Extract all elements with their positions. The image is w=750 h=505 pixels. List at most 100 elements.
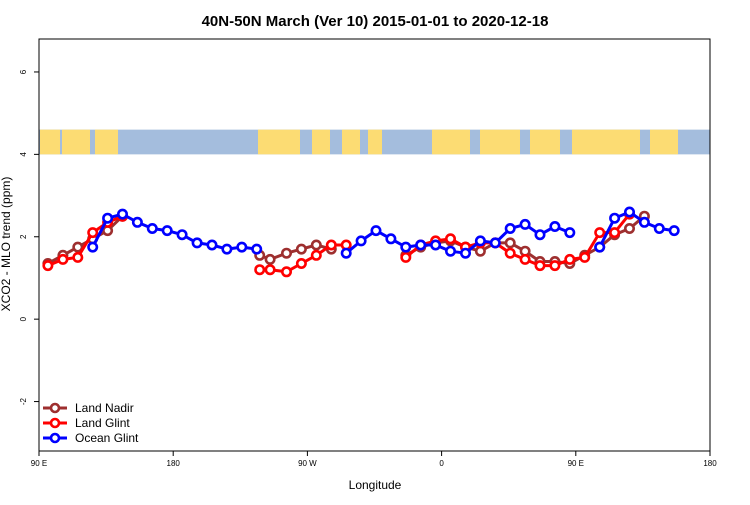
series-2-point-2-3 [638, 216, 650, 228]
series-2-point-0-8 [206, 239, 218, 251]
series-2-point-0-6 [176, 229, 188, 241]
series-2-point-1-5 [415, 239, 427, 251]
series-0-point-1-2 [280, 247, 292, 259]
series-1-point-1-4 [310, 249, 322, 261]
series-2-point-1-15 [564, 227, 576, 239]
series-2-point-0-11 [251, 243, 263, 255]
x-tick-label-1: 180 [167, 459, 181, 468]
series-1-point-2-8 [519, 253, 531, 265]
series-2-point-0-2 [117, 208, 129, 220]
series-1-point-2-12 [579, 251, 591, 263]
y-tick-label-2: 2 [19, 234, 28, 239]
series-1-point-1-3 [295, 257, 307, 269]
series-0-point-0-2 [72, 241, 84, 253]
map-land-10 [572, 129, 640, 155]
y-axis-label: XCO2 - MLO trend (ppm) [0, 177, 13, 312]
series-1-point-2-14 [609, 227, 621, 239]
series-2-point-0-3 [131, 216, 143, 228]
map-land-11 [650, 129, 678, 155]
x-axis-ticks: 90 E 180 90 W 0 90 E 180 [31, 451, 717, 468]
legend-label-2: Ocean Glint [75, 431, 139, 445]
series-0-point-2-7 [504, 237, 516, 249]
map-land-8 [480, 129, 520, 155]
series-2-point-1-13 [534, 229, 546, 241]
map-land-0 [40, 129, 60, 155]
x-tick-label-3: 0 [439, 459, 444, 468]
series-2-point-2-5 [668, 225, 680, 237]
series-1-point-0-2 [72, 251, 84, 263]
map-land-2 [95, 129, 118, 155]
series-1-point-1-1 [264, 264, 276, 276]
series-1-point-1-0 [254, 264, 266, 276]
series-2-point-1-14 [549, 221, 561, 233]
legend-label-1: Land Glint [75, 416, 130, 430]
series-2-point-1-2 [370, 225, 382, 237]
series-2-point-1-12 [519, 218, 531, 230]
map-land-5 [342, 129, 360, 155]
series-2-point-1-7 [444, 245, 456, 257]
series-1-point-2-0 [400, 251, 412, 263]
series-2-point-1-8 [459, 247, 471, 259]
series-2-point-0-5 [161, 225, 173, 237]
x-tick-label-5: 180 [703, 459, 717, 468]
y-tick-label-0: -2 [19, 397, 28, 405]
map-land-4 [312, 129, 330, 155]
series-2-point-1-3 [385, 233, 397, 245]
series-2-point-1-9 [474, 235, 486, 247]
series-0-point-1-3 [295, 243, 307, 255]
x-tick-label-4: 90 E [568, 459, 584, 468]
series-2-point-0-9 [221, 243, 233, 255]
y-tick-label-3: 4 [19, 152, 28, 157]
series-2-point-2-0 [594, 241, 606, 253]
series-1-point-0-0 [42, 260, 54, 272]
series-2-point-2-4 [653, 223, 665, 235]
series-1-point-2-10 [549, 260, 561, 272]
series-1-point-2-11 [564, 253, 576, 265]
series-1-point-2-9 [534, 260, 546, 272]
y-tick-label-4: 6 [19, 69, 28, 74]
series-1-point-0-1 [57, 253, 69, 265]
y-tick-label-1: 0 [19, 316, 28, 321]
series-1-point-2-7 [504, 247, 516, 259]
series-0-point-1-1 [264, 253, 276, 265]
y-axis-ticks: -2 0 2 4 6 [19, 69, 39, 405]
series-1-point-2-13 [594, 227, 606, 239]
legend-marker-2 [49, 432, 61, 444]
series-2-point-0-1 [102, 212, 114, 224]
series-2-point-1-6 [430, 239, 442, 251]
map-land-9 [530, 129, 560, 155]
series-2-line-1 [345, 222, 571, 255]
series-2-point-1-4 [400, 241, 412, 253]
series-2-point-0-0 [87, 241, 99, 253]
series-2-point-2-2 [623, 206, 635, 218]
x-axis-label: Longitude [349, 478, 402, 492]
series-0-point-2-15 [623, 223, 635, 235]
series-2-point-1-10 [489, 237, 501, 249]
series-2-point-1-0 [340, 247, 352, 259]
map-land-7 [432, 129, 470, 155]
series-1-line-2 [404, 213, 631, 268]
map-land-3 [258, 129, 300, 155]
series-1-point-1-2 [280, 266, 292, 278]
map-land-6 [368, 129, 382, 155]
x-tick-label-2: 90 W [298, 459, 317, 468]
chart-title: 40N-50N March (Ver 10) 2015-01-01 to 202… [202, 13, 549, 30]
series-1-point-2-3 [444, 233, 456, 245]
series-2-point-0-4 [146, 223, 158, 235]
series-2-point-0-7 [191, 237, 203, 249]
legend-label-0: Land Nadir [75, 401, 134, 415]
series-2-point-1-11 [504, 223, 516, 235]
series-2-point-2-1 [609, 212, 621, 224]
plot-frame [38, 38, 711, 452]
series-2-point-0-10 [236, 241, 248, 253]
legend-marker-1 [49, 417, 61, 429]
series-2-point-1-1 [355, 235, 367, 247]
map-land-1 [62, 129, 90, 155]
series-1-point-0-3 [87, 227, 99, 239]
series-0-point-1-4 [310, 239, 322, 251]
legend-marker-0 [49, 402, 61, 414]
world-map-band [39, 129, 710, 155]
